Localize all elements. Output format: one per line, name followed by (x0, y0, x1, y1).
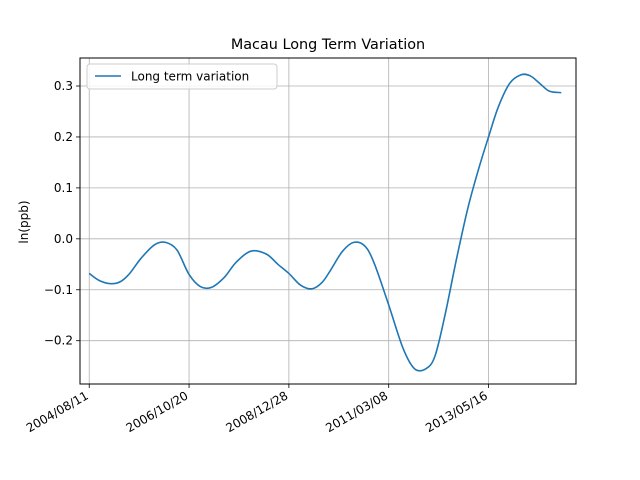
y-tick-label: 0.1 (54, 181, 73, 195)
y-axis-label: ln(ppb) (17, 200, 31, 243)
legend-box (86, 63, 278, 90)
chart-title: Macau Long Term Variation (231, 37, 425, 53)
x-tick-label: 2011/03/08 (323, 388, 390, 435)
legend: Long term variation (86, 63, 278, 90)
y-tick-label: 0.2 (54, 130, 73, 144)
x-tick-label: 2006/10/20 (124, 388, 191, 435)
series-line-0 (88, 73, 562, 372)
legend-label: Long term variation (131, 70, 249, 84)
series-lines (88, 73, 562, 372)
y-tick-label: −0.2 (44, 334, 73, 348)
x-tick-label: 2004/08/11 (24, 388, 91, 435)
x-tick-label: 2013/05/16 (423, 388, 490, 435)
y-tick-label: 0.3 (54, 79, 73, 93)
y-tick-label: 0.0 (54, 232, 73, 246)
x-tick-label: 2008/12/28 (223, 388, 290, 435)
plot-frame (79, 57, 577, 385)
axis-ticks: 2004/08/11 2006/10/20 2008/12/28 2011/03/08… (24, 79, 490, 435)
grid-lines (80, 58, 576, 384)
y-tick-label: −0.1 (44, 283, 73, 297)
